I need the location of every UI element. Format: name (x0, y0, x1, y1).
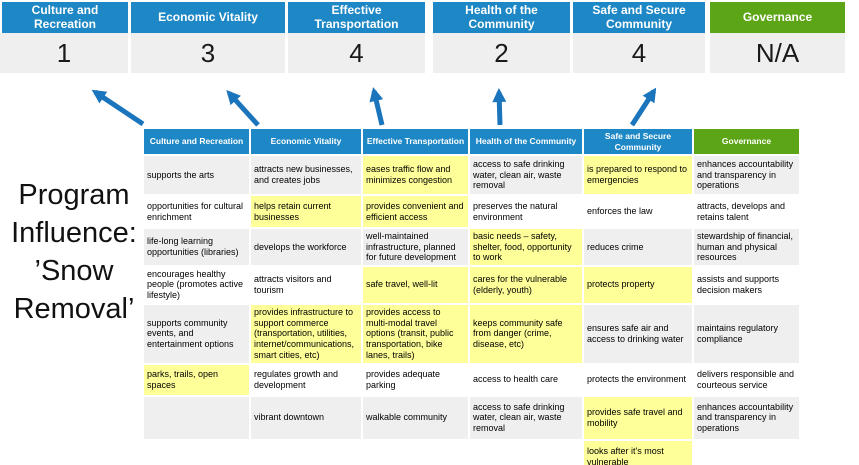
page-title-line: Removal’ (13, 293, 135, 325)
matrix-cell (362, 439, 469, 465)
page-title-line: Influence: (11, 217, 137, 249)
score-value-3: 4 (288, 33, 425, 73)
scoreboard-header-4: Health of the Community (433, 2, 570, 33)
matrix-row: supports the arts attracts new businesses… (143, 155, 800, 195)
matrix-cell: access to safe drinking water, clean air… (469, 155, 583, 195)
matrix-cell: life-long learning opportunities (librar… (143, 228, 250, 266)
scoreboard-header-5: Safe and Secure Community (573, 2, 705, 33)
matrix-cell: safe travel, well-lit (362, 265, 469, 304)
matrix-cell: access to safe drinking water, clean air… (469, 395, 583, 440)
score-value-1: 1 (0, 33, 128, 73)
influence-matrix: Culture and Recreation Economic Vitality E… (143, 128, 800, 465)
page-title-line: Program (18, 179, 130, 211)
matrix-cell: enhances accountability and transparency… (693, 395, 800, 440)
matrix-cell: keeps community safe from danger (crime,… (469, 303, 583, 364)
matrix-cell (693, 439, 800, 465)
matrix-cell: assists and supports decision makers (693, 265, 800, 304)
matrix-cell: eases traffic flow and minimizes congest… (362, 155, 469, 195)
scoreboard-header-3: Effective Transportation (288, 2, 425, 33)
score-value-2: 3 (131, 33, 285, 73)
score-value-5: 4 (573, 33, 705, 73)
matrix-row: opportunities for cultural enrichment hel… (143, 195, 800, 228)
arrow-effective-transportation (369, 87, 385, 126)
matrix-cell: stewardship of financial, human and phys… (693, 228, 800, 266)
matrix-cell: protects the environment (583, 363, 693, 396)
matrix-cell: enforces the law (583, 195, 693, 228)
matrix-header-cell: Effective Transportation (362, 128, 469, 155)
matrix-cell: basic needs – safety, shelter, food, opp… (469, 228, 583, 266)
matrix-cell (250, 439, 362, 465)
matrix-header-cell: Economic Vitality (250, 128, 362, 155)
arrow-safe-secure (629, 87, 657, 127)
matrix-cell: well-maintained infrastructure, planned … (362, 228, 469, 266)
matrix-cell: helps retain current businesses (250, 195, 362, 228)
arrow-health-community (492, 88, 507, 126)
matrix-cell: attracts visitors and tourism (250, 265, 362, 304)
score-value-6: N/A (710, 33, 845, 73)
matrix-cell: supports community events, and entertain… (143, 303, 250, 364)
matrix-cell: provides adequate parking (362, 363, 469, 396)
matrix-cell: develops the workforce (250, 228, 362, 266)
matrix-header-cell: Culture and Recreation (143, 128, 250, 155)
matrix-cell (469, 439, 583, 465)
matrix-cell: provides convenient and efficient access (362, 195, 469, 228)
matrix-row: encourages healthy people (promotes acti… (143, 265, 800, 304)
page-title: Program Influence: ’Snow Removal’ (6, 176, 142, 328)
matrix-cell: looks after it's most vulnerable (583, 439, 693, 465)
matrix-cell: encourages healthy people (promotes acti… (143, 265, 250, 304)
matrix-header-row: Culture and Recreation Economic Vitality E… (143, 128, 800, 155)
matrix-cell: provides infrastructure to support comme… (250, 303, 362, 364)
scoreboard-header-6: Governance (710, 2, 845, 33)
matrix-cell (143, 439, 250, 465)
matrix-cell: attracts, develops and retains talent (693, 195, 800, 228)
matrix-cell: protects property (583, 265, 693, 304)
page-title-line: ’Snow (34, 255, 114, 287)
matrix-cell: delivers responsible and courteous servi… (693, 363, 800, 396)
matrix-cell: regulates growth and development (250, 363, 362, 396)
matrix-cell: enhances accountability and transparency… (693, 155, 800, 195)
matrix-row: supports community events, and entertain… (143, 303, 800, 364)
matrix-row: vibrant downtown walkable community access… (143, 395, 800, 440)
matrix-row: life-long learning opportunities (librar… (143, 228, 800, 266)
score-value-4: 2 (433, 33, 570, 73)
scoreboard-header-1: Culture and Recreation (2, 2, 128, 33)
matrix-cell: vibrant downtown (250, 395, 362, 440)
matrix-cell: cares for the vulnerable (elderly, youth… (469, 265, 583, 304)
matrix-header-cell: Governance (693, 128, 800, 155)
matrix-header-cell: Safe and Secure Community (583, 128, 693, 155)
matrix-cell: walkable community (362, 395, 469, 440)
matrix-cell: reduces crime (583, 228, 693, 266)
arrow-culture-recreation (91, 89, 145, 127)
matrix-cell: preserves the natural environment (469, 195, 583, 228)
matrix-cell (143, 395, 250, 440)
matrix-cell: ensures safe air and access to drinking … (583, 303, 693, 364)
matrix-cell: access to health care (469, 363, 583, 396)
matrix-cell: is prepared to respond to emergencies (583, 155, 693, 195)
influence-arrows (91, 87, 657, 127)
matrix-header-cell: Health of the Community (469, 128, 583, 155)
matrix-cell: supports the arts (143, 155, 250, 195)
matrix-cell: provides access to multi-modal travel op… (362, 303, 469, 364)
matrix-cell: maintains regulatory compliance (693, 303, 800, 364)
matrix-row: looks after it's most vulnerable (143, 439, 800, 465)
matrix-row: parks, trails, open spaces regulates grow… (143, 363, 800, 396)
matrix-cell: parks, trails, open spaces (143, 363, 250, 396)
matrix-cell: opportunities for cultural enrichment (143, 195, 250, 228)
matrix-table: Culture and Recreation Economic Vitality E… (143, 128, 800, 465)
matrix-cell: attracts new businesses, and creates job… (250, 155, 362, 195)
scoreboard-header-2: Economic Vitality (131, 2, 285, 33)
matrix-cell: provides safe travel and mobility (583, 395, 693, 440)
arrow-economic-vitality (226, 90, 260, 127)
